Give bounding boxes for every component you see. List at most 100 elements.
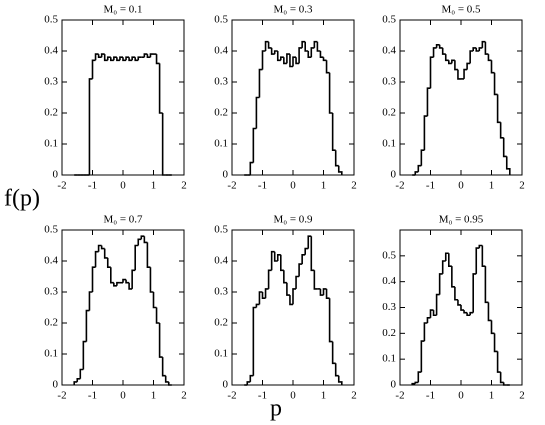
panel-title: M₀ = 0.1 bbox=[103, 4, 142, 16]
x-tick-label: 2 bbox=[351, 180, 357, 192]
histogram-bin bbox=[76, 378, 81, 382]
y-tick-label: 0.4 bbox=[214, 255, 228, 267]
y-tick-label: 0 bbox=[223, 379, 229, 391]
histogram-bin bbox=[417, 164, 422, 172]
x-tick-label: 0 bbox=[458, 390, 464, 402]
y-tick-label: 0.1 bbox=[214, 348, 228, 360]
histogram-bin bbox=[116, 281, 120, 286]
histogram-bin bbox=[161, 113, 166, 176]
histogram-bin bbox=[286, 282, 290, 296]
y-tick-label: 0.2 bbox=[382, 107, 396, 119]
x-tick-label: -2 bbox=[227, 390, 236, 402]
histogram-bin bbox=[481, 245, 486, 267]
histogram-bin bbox=[457, 69, 461, 80]
histogram-bin bbox=[337, 375, 343, 385]
y-tick-label: 0.4 bbox=[382, 45, 396, 57]
histogram-bin bbox=[143, 236, 148, 244]
histogram-bin bbox=[164, 375, 169, 383]
histogram-bin bbox=[499, 122, 504, 139]
histogram-bin bbox=[128, 57, 133, 62]
y-tick-label: 0.1 bbox=[214, 138, 228, 150]
histogram-bin bbox=[280, 56, 284, 61]
histogram-bin bbox=[97, 244, 102, 252]
histogram-bin bbox=[493, 333, 498, 353]
histogram-bin bbox=[146, 54, 151, 58]
histogram-bin bbox=[125, 56, 130, 61]
histogram-bin bbox=[146, 242, 151, 268]
histogram-bin bbox=[307, 235, 312, 249]
histogram-bin bbox=[261, 292, 266, 299]
x-tick-label: 0 bbox=[120, 390, 126, 402]
histogram-bin bbox=[252, 127, 257, 163]
histogram-bin bbox=[131, 56, 136, 61]
histogram-bin bbox=[110, 267, 114, 284]
histogram-bin bbox=[143, 53, 148, 58]
histogram-bin bbox=[438, 273, 443, 295]
histogram-bin bbox=[457, 299, 461, 306]
histogram-bin bbox=[429, 309, 434, 318]
plot-frame bbox=[231, 19, 355, 176]
x-tick-label: -2 bbox=[395, 390, 404, 402]
histogram-bin bbox=[472, 273, 477, 313]
histogram-bin bbox=[469, 50, 474, 64]
plot-frame bbox=[399, 229, 523, 386]
plot-frame bbox=[399, 19, 523, 176]
histogram-bin bbox=[110, 57, 114, 62]
histogram-bin bbox=[454, 60, 458, 71]
x-tick-label: 0 bbox=[290, 390, 296, 402]
histogram-bin bbox=[463, 68, 468, 79]
histogram-bin bbox=[325, 60, 330, 74]
histogram-bin bbox=[137, 56, 142, 61]
histogram-bin bbox=[484, 266, 489, 304]
x-tick-label: 2 bbox=[351, 390, 357, 402]
histogram-bin bbox=[88, 78, 93, 175]
histogram-bin bbox=[252, 306, 257, 376]
histogram-bin bbox=[122, 278, 127, 283]
histogram-bin bbox=[273, 251, 278, 262]
histogram-bin bbox=[438, 44, 443, 49]
histogram-bin bbox=[283, 57, 287, 65]
histogram-bin bbox=[283, 270, 287, 284]
x-tick-label: -1 bbox=[258, 180, 267, 192]
histogram-bin bbox=[134, 57, 139, 62]
histogram-bin bbox=[310, 47, 315, 58]
histogram-bin bbox=[267, 269, 272, 289]
histogram-bin bbox=[106, 257, 111, 268]
histogram-bin bbox=[289, 54, 293, 68]
panel-title: M₀ = 0.7 bbox=[103, 214, 143, 226]
histogram-bin bbox=[478, 244, 483, 249]
histogram-bin bbox=[255, 96, 260, 129]
histogram-bin bbox=[289, 295, 293, 306]
histogram-bin bbox=[475, 47, 480, 52]
histogram-bin bbox=[316, 41, 321, 52]
histogram-bin bbox=[149, 53, 154, 58]
histogram-bin bbox=[264, 288, 269, 299]
histogram-bin bbox=[448, 60, 452, 65]
histogram-bin bbox=[149, 267, 154, 293]
histogram-bin bbox=[258, 291, 263, 305]
y-tick-label: 0.3 bbox=[214, 286, 228, 298]
histogram-bin bbox=[487, 54, 492, 62]
histogram-bin bbox=[423, 115, 428, 151]
histogram-bin bbox=[158, 323, 163, 358]
histogram-bin bbox=[441, 47, 446, 55]
histogram-bin bbox=[337, 165, 343, 175]
histogram-bin bbox=[298, 47, 303, 64]
histogram-bin bbox=[249, 161, 254, 175]
y-tick-label: 0 bbox=[53, 169, 59, 181]
histogram-bin bbox=[475, 247, 480, 274]
histogram-bin bbox=[463, 310, 468, 314]
histogram-bin bbox=[292, 56, 297, 67]
histogram-bin bbox=[328, 298, 333, 343]
x-tick-label: -2 bbox=[227, 180, 236, 192]
histogram-bin bbox=[161, 357, 166, 377]
histogram-bin bbox=[328, 72, 333, 114]
y-tick-label: 0.5 bbox=[44, 14, 58, 26]
histogram-bin bbox=[435, 44, 440, 48]
y-tick-label: 0.4 bbox=[214, 45, 228, 57]
y-axis-label: f(p) bbox=[4, 186, 40, 212]
histogram-bin bbox=[122, 57, 127, 62]
histogram-bin bbox=[125, 279, 130, 284]
histogram-bin bbox=[444, 252, 449, 261]
histogram-bin bbox=[134, 244, 139, 271]
